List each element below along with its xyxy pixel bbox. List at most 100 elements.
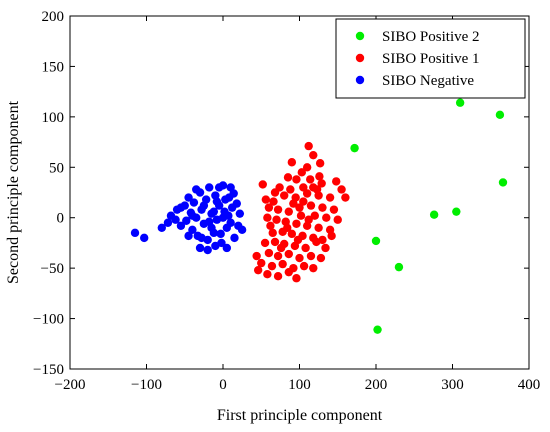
sibo-positive-1-point	[270, 237, 280, 247]
sibo-positive-1-point	[263, 213, 272, 222]
sibo-positive-1-point	[293, 235, 303, 245]
sibo-positive-1-point	[273, 272, 283, 281]
sibo-positive-2-point	[371, 236, 381, 246]
sibo-positive-1-point	[317, 179, 326, 188]
sibo-positive-1-point	[309, 150, 318, 160]
sibo-positive-1-point	[295, 253, 304, 263]
sibo-positive-1-point	[329, 205, 339, 214]
sibo-negative-point	[188, 225, 197, 235]
y-axis-label: Second principle component	[5, 100, 22, 284]
sibo-positive-1-point	[284, 267, 293, 277]
plot-marks	[130, 98, 508, 334]
sibo-positive-2-legend-label: SIBO Positive 2	[382, 29, 480, 45]
sibo-positive-1-point	[309, 183, 318, 192]
sibo-positive-2-point	[498, 178, 508, 187]
sibo-negative-point	[176, 203, 186, 212]
sibo-positive-1-point	[275, 183, 284, 192]
sibo-positive-1-point	[260, 238, 270, 248]
sibo-positive-1-point	[299, 261, 309, 271]
sibo-negative-point	[157, 223, 166, 232]
sibo-positive-1-point	[306, 201, 316, 210]
y-tick-label: −100	[33, 312, 64, 328]
sibo-positive-1-point	[314, 223, 323, 232]
legend: SIBO Positive 2 SIBO Positive 1 SIBO Negat…	[335, 18, 526, 99]
y-tick-label: −150	[33, 362, 64, 378]
sibo-positive-1-point	[261, 195, 271, 204]
sibo-negative-point	[184, 231, 193, 241]
sibo-negative-legend-label: SIBO Negative	[382, 73, 474, 89]
sibo-positive-1-point	[299, 197, 308, 206]
sibo-negative-point	[199, 201, 209, 210]
sibo-negative-point	[163, 218, 173, 227]
x-tick-label: −200	[55, 377, 86, 393]
x-tick-label: 100	[288, 377, 311, 393]
sibo-positive-1-legend-marker	[355, 53, 365, 63]
sibo-positive-1-point	[273, 205, 283, 214]
sibo-positive-1-point	[302, 163, 312, 172]
sibo-positive-1-point	[289, 199, 298, 208]
sibo-positive-1-point	[312, 237, 321, 247]
x-tick-label: 0	[219, 377, 227, 393]
sibo-positive-1-point	[264, 203, 274, 212]
sibo-negative-point	[130, 228, 140, 238]
sibo-negative-point	[203, 245, 212, 255]
sibo-negative-point	[195, 243, 205, 253]
x-tick-label: 300	[441, 377, 464, 393]
x-tick-label: 200	[365, 377, 388, 393]
sibo-positive-1-point	[286, 185, 295, 194]
y-tick-label: −50	[41, 261, 64, 277]
sibo-positive-1-point	[337, 185, 346, 194]
sibo-positive-1-point	[325, 193, 335, 202]
sibo-positive-1-point	[284, 249, 293, 259]
sibo-positive-2-point	[452, 207, 461, 216]
sibo-negative-point	[171, 215, 180, 224]
sibo-positive-1-point	[296, 211, 306, 220]
y-tick-label: 0	[57, 211, 65, 227]
sibo-positive-1-point	[278, 259, 287, 269]
sibo-positive-1-point	[321, 243, 330, 253]
y-axis-ticks: −150 −100 −50 0 50 100 150 200	[33, 9, 529, 378]
sibo-positive-1-legend-label: SIBO Positive 1	[382, 51, 480, 67]
sibo-negative-point	[192, 185, 201, 194]
x-axis-ticks: −200 −100 0 100 200 300 400	[55, 16, 541, 393]
x-axis-label: First principle component	[217, 407, 383, 424]
sibo-positive-1-point	[315, 159, 325, 168]
sibo-negative-point	[226, 218, 235, 227]
sibo-negative-point	[188, 211, 197, 220]
sibo-negative-point	[224, 211, 233, 220]
sibo-positive-1-point	[292, 274, 301, 283]
sibo-negative-point	[216, 229, 225, 239]
sibo-positive-1-point	[287, 229, 297, 239]
sibo-positive-1-point	[263, 269, 272, 279]
sibo-negative-point	[205, 217, 214, 226]
sibo-negative-point	[221, 195, 230, 204]
sibo-positive-1-point	[304, 141, 313, 151]
y-tick-label: 150	[42, 59, 65, 75]
sibo-positive-1-point	[253, 265, 263, 275]
sibo-positive-2-point	[350, 143, 359, 153]
sibo-positive-1-point	[318, 203, 327, 212]
sibo-negative-point	[237, 225, 247, 235]
sibo-positive-1-point	[306, 175, 315, 184]
sibo-positive-1-point	[266, 221, 275, 230]
sibo-positive-1-point	[314, 191, 323, 200]
sibo-positive-1-point	[257, 258, 266, 268]
sibo-negative-point	[182, 216, 191, 225]
sibo-positive-1-point	[316, 253, 326, 263]
sibo-negative-point	[232, 199, 241, 208]
sibo-positive-1-point	[332, 177, 341, 186]
sibo-positive-1-point	[333, 215, 342, 224]
sibo-positive-1-point	[341, 193, 350, 202]
sibo-negative-point	[184, 193, 193, 202]
sibo-negative-point	[214, 183, 224, 192]
sibo-positive-1-point	[252, 251, 261, 261]
sibo-positive-1-point	[284, 207, 293, 216]
sibo-negative-point	[209, 207, 219, 216]
sibo-positive-1-point	[264, 248, 274, 258]
sibo-positive-1-point	[306, 251, 316, 261]
y-tick-label: 100	[42, 110, 65, 126]
x-tick-label: 400	[518, 377, 541, 393]
sibo-positive-1-point	[295, 203, 304, 212]
sibo-negative-point	[211, 241, 220, 251]
